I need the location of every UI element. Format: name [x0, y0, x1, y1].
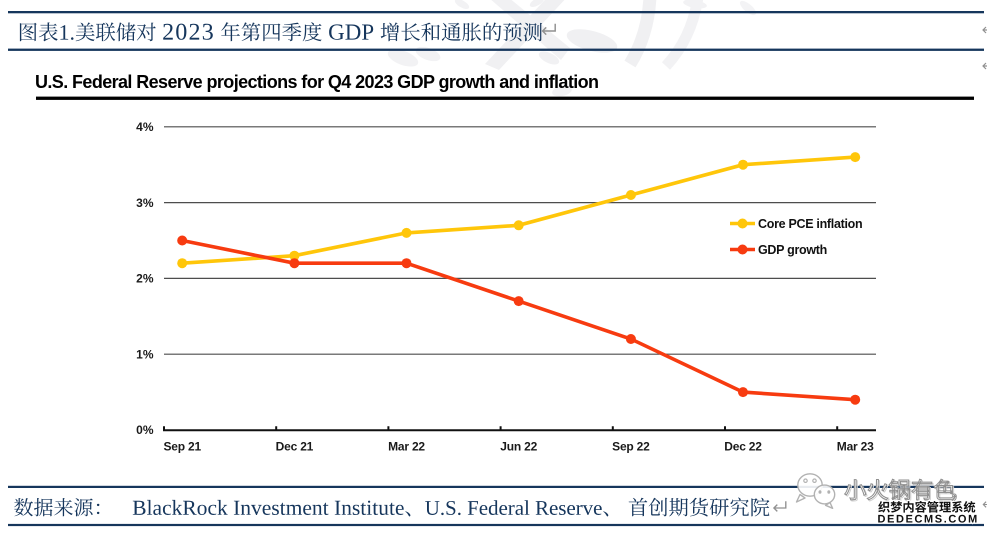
svg-text:0%: 0% [136, 423, 154, 437]
svg-text:3%: 3% [136, 196, 154, 210]
svg-text:Dec 21: Dec 21 [276, 440, 314, 454]
svg-text:Mar 23: Mar 23 [837, 440, 874, 454]
svg-text:1%: 1% [136, 347, 154, 361]
svg-text:GDP growth: GDP growth [758, 243, 827, 257]
svg-text:Dec 22: Dec 22 [724, 440, 762, 454]
svg-text:4%: 4% [136, 120, 154, 134]
svg-text:Core PCE inflation: Core PCE inflation [758, 217, 862, 231]
svg-text:Mar 22: Mar 22 [388, 440, 425, 454]
svg-text:Jun 22: Jun 22 [500, 440, 537, 454]
svg-text:2%: 2% [136, 272, 154, 286]
svg-text:Sep 21: Sep 21 [163, 440, 201, 454]
svg-text:Sep 22: Sep 22 [612, 440, 650, 454]
